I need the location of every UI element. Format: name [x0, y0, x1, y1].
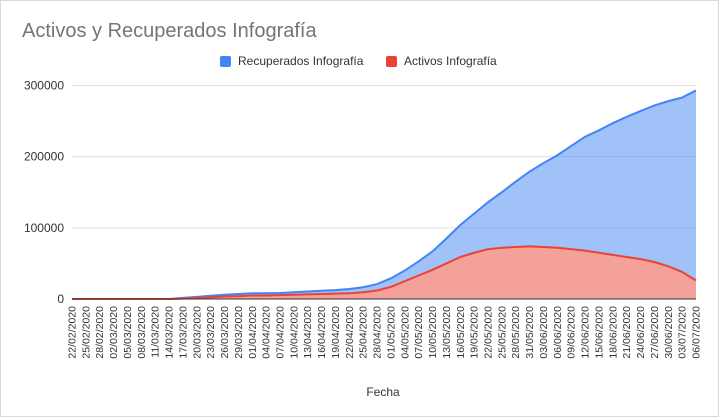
x-tick-label: 16/05/2020	[455, 306, 467, 359]
x-tick-label: 28/02/2020	[94, 306, 106, 359]
legend-item-recuperados[interactable]: Recuperados Infografía	[220, 54, 363, 68]
x-tick-label: 19/05/2020	[469, 306, 481, 359]
area-recuperados[interactable]	[72, 90, 696, 299]
legend-swatch-activos	[386, 55, 397, 67]
x-tick-label: 21/06/2020	[621, 306, 633, 359]
x-axis-title: Fecha	[366, 385, 400, 399]
y-tick-label: 0	[57, 292, 64, 306]
x-tick-label: 04/04/2020	[261, 306, 273, 359]
x-tick-label: 28/04/2020	[372, 306, 384, 359]
area-layer	[72, 89, 697, 300]
x-tick-label: 29/03/2020	[233, 306, 245, 359]
x-tick-label: 09/06/2020	[566, 306, 578, 359]
x-tick-label: 25/02/2020	[80, 306, 92, 359]
x-tick-label: 24/06/2020	[635, 306, 647, 359]
x-tick-label: 10/05/2020	[427, 306, 439, 359]
chart-title: Activos y Recuperados Infografía	[22, 20, 317, 42]
x-tick-label: 10/04/2020	[288, 306, 300, 359]
x-tick-label: 18/06/2020	[607, 306, 619, 359]
x-tick-label: 27/06/2020	[649, 306, 661, 359]
x-tick-label: 14/03/2020	[164, 306, 176, 359]
y-tick-label: 200000	[24, 150, 64, 164]
area-activos[interactable]	[72, 246, 696, 299]
x-tick-label: 02/03/2020	[108, 306, 120, 359]
x-tick-label: 22/04/2020	[344, 306, 356, 359]
legend-swatch-recuperados	[220, 55, 231, 67]
x-tick-label: 03/06/2020	[538, 306, 550, 359]
x-tick-label: 13/04/2020	[302, 306, 314, 359]
y-tick-label: 300000	[24, 78, 64, 92]
legend-item-activos[interactable]: Activos Infografía	[386, 54, 497, 68]
x-tick-label: 11/03/2020	[150, 306, 162, 358]
x-tick-label: 30/06/2020	[663, 306, 675, 359]
x-tick-label: 28/05/2020	[510, 306, 522, 359]
x-tick-label: 25/04/2020	[358, 306, 370, 359]
x-tick-label: 06/06/2020	[552, 306, 564, 359]
legend: Recuperados Infografía Activos Infografí…	[0, 54, 720, 72]
x-tick-label: 04/05/2020	[399, 306, 411, 359]
x-tick-label: 16/04/2020	[316, 306, 328, 359]
x-tick-label: 07/04/2020	[275, 306, 287, 359]
x-tick-label: 15/06/2020	[593, 306, 605, 359]
x-tick-label: 13/05/2020	[441, 306, 453, 359]
x-tick-label: 19/04/2020	[330, 306, 342, 359]
x-tick-label: 26/03/2020	[219, 306, 231, 359]
x-tick-label: 03/07/2020	[677, 306, 689, 359]
x-tick-label: 23/03/2020	[205, 306, 217, 359]
x-tick-label: 20/03/2020	[191, 306, 203, 359]
legend-label-activos: Activos Infografía	[404, 54, 497, 68]
x-tick-label: 22/05/2020	[483, 306, 495, 359]
x-tick-label: 22/02/2020	[67, 306, 79, 359]
x-tick-label: 01/04/2020	[247, 306, 259, 359]
x-tick-label: 05/03/2020	[122, 306, 134, 359]
x-tick-label: 08/03/2020	[136, 306, 148, 359]
x-tick-label: 06/07/2020	[691, 306, 703, 359]
x-tick-label: 01/05/2020	[385, 306, 397, 359]
legend-label-recuperados: Recuperados Infografía	[238, 54, 364, 68]
x-tick-label: 25/05/2020	[496, 306, 508, 359]
x-tick-label: 17/03/2020	[177, 306, 189, 359]
x-tick-label: 07/05/2020	[413, 306, 425, 359]
x-tick-label: 31/05/2020	[524, 306, 536, 359]
y-tick-label: 100000	[24, 221, 64, 235]
x-tick-label: 12/06/2020	[580, 306, 592, 359]
